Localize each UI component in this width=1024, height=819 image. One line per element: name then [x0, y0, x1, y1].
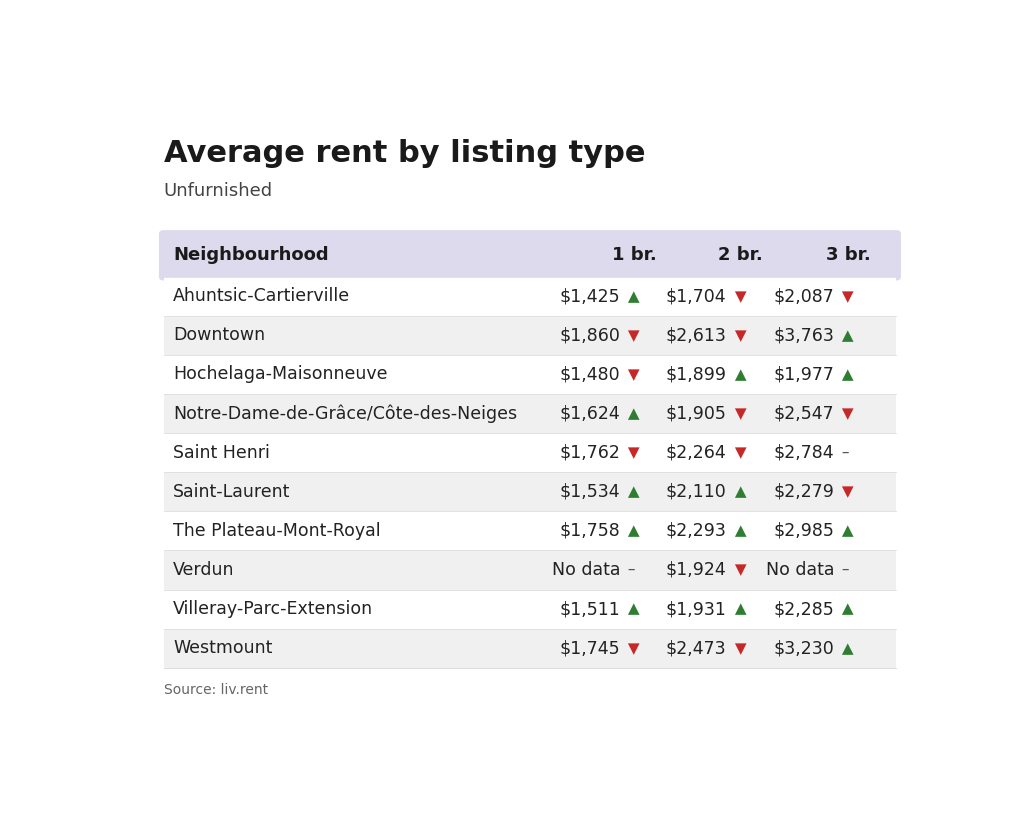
Bar [164, 433, 896, 473]
Text: $3,763: $3,763 [773, 327, 835, 345]
Text: $1,704: $1,704 [666, 287, 726, 305]
Text: Saint Henri: Saint Henri [173, 444, 270, 462]
Text: $1,924: $1,924 [666, 561, 726, 579]
Text: No data: No data [552, 561, 620, 579]
Text: Hochelaga-Maisonneuve: Hochelaga-Maisonneuve [173, 365, 388, 383]
Text: $2,285: $2,285 [773, 600, 835, 618]
Text: Source: liv.rent: Source: liv.rent [164, 683, 268, 698]
Text: Notre-Dame-de-Grâce/Côte-des-Neiges: Notre-Dame-de-Grâce/Côte-des-Neiges [173, 405, 517, 423]
Text: ▼: ▼ [729, 640, 746, 656]
Text: ▼: ▼ [729, 563, 746, 577]
Text: $1,931: $1,931 [666, 600, 726, 618]
Text: 2 br.: 2 br. [718, 247, 763, 265]
Bar [164, 511, 896, 550]
Text: ▼: ▼ [838, 289, 854, 304]
Text: ▲: ▲ [729, 602, 746, 617]
Text: $1,425: $1,425 [559, 287, 620, 305]
Text: $2,985: $2,985 [773, 522, 835, 540]
Text: $1,745: $1,745 [559, 639, 620, 657]
Text: ▲: ▲ [624, 602, 640, 617]
Text: $2,473: $2,473 [666, 639, 726, 657]
Text: ▲: ▲ [838, 367, 854, 382]
Text: Westmount: Westmount [173, 639, 272, 657]
Bar [164, 629, 896, 667]
Text: $1,762: $1,762 [559, 444, 620, 462]
Text: $2,264: $2,264 [666, 444, 726, 462]
Text: $1,758: $1,758 [559, 522, 620, 540]
Text: ▼: ▼ [729, 289, 746, 304]
Bar [164, 473, 896, 511]
Text: The Plateau-Mont-Royal: The Plateau-Mont-Royal [173, 522, 381, 540]
Text: –: – [624, 563, 636, 577]
Text: –: – [838, 563, 850, 577]
Text: ▼: ▼ [729, 446, 746, 460]
Text: $2,613: $2,613 [666, 327, 726, 345]
Text: 3 br.: 3 br. [826, 247, 871, 265]
Text: $2,087: $2,087 [773, 287, 835, 305]
Text: ▲: ▲ [729, 367, 746, 382]
Text: $2,279: $2,279 [773, 482, 835, 500]
Text: $2,110: $2,110 [666, 482, 726, 500]
Text: $1,977: $1,977 [773, 365, 835, 383]
Text: $2,784: $2,784 [774, 444, 835, 462]
Text: $1,511: $1,511 [559, 600, 620, 618]
Text: Average rent by listing type: Average rent by listing type [164, 139, 645, 168]
Text: $1,860: $1,860 [559, 327, 620, 345]
Text: ▼: ▼ [729, 328, 746, 343]
Text: ▼: ▼ [838, 484, 854, 500]
Text: No data: No data [766, 561, 835, 579]
Text: ▲: ▲ [624, 289, 640, 304]
Text: Neighbourhood: Neighbourhood [173, 247, 329, 265]
Text: Saint-Laurent: Saint-Laurent [173, 482, 291, 500]
Text: ▼: ▼ [624, 446, 640, 460]
Text: 1 br.: 1 br. [612, 247, 656, 265]
FancyBboxPatch shape [159, 230, 901, 281]
Text: ▼: ▼ [838, 406, 854, 421]
Text: ▲: ▲ [838, 523, 854, 538]
Text: Verdun: Verdun [173, 561, 234, 579]
Bar [164, 394, 896, 433]
Text: ▼: ▼ [624, 640, 640, 656]
Text: $2,547: $2,547 [774, 405, 835, 423]
Text: Villeray-Parc-Extension: Villeray-Parc-Extension [173, 600, 374, 618]
Text: $1,534: $1,534 [559, 482, 620, 500]
Bar [164, 277, 896, 316]
Text: $3,230: $3,230 [773, 639, 835, 657]
Text: $2,293: $2,293 [666, 522, 726, 540]
Bar [164, 550, 896, 590]
Text: $1,899: $1,899 [666, 365, 726, 383]
Bar [164, 355, 896, 394]
Text: Unfurnished: Unfurnished [164, 182, 272, 200]
Text: ▼: ▼ [729, 406, 746, 421]
Text: ▲: ▲ [838, 328, 854, 343]
Text: Ahuntsic-Cartierville: Ahuntsic-Cartierville [173, 287, 350, 305]
Text: ▲: ▲ [624, 484, 640, 500]
Text: ▲: ▲ [729, 484, 746, 500]
Text: ▲: ▲ [838, 602, 854, 617]
Text: ▲: ▲ [624, 406, 640, 421]
Text: $1,624: $1,624 [559, 405, 620, 423]
Bar [164, 316, 896, 355]
Text: $1,480: $1,480 [559, 365, 620, 383]
Bar [164, 590, 896, 629]
Text: –: – [838, 446, 850, 460]
Text: $1,905: $1,905 [666, 405, 726, 423]
Text: ▼: ▼ [624, 328, 640, 343]
Text: ▲: ▲ [838, 640, 854, 656]
Text: Downtown: Downtown [173, 327, 265, 345]
Text: ▼: ▼ [624, 367, 640, 382]
Text: ▲: ▲ [729, 523, 746, 538]
Text: ▲: ▲ [624, 523, 640, 538]
